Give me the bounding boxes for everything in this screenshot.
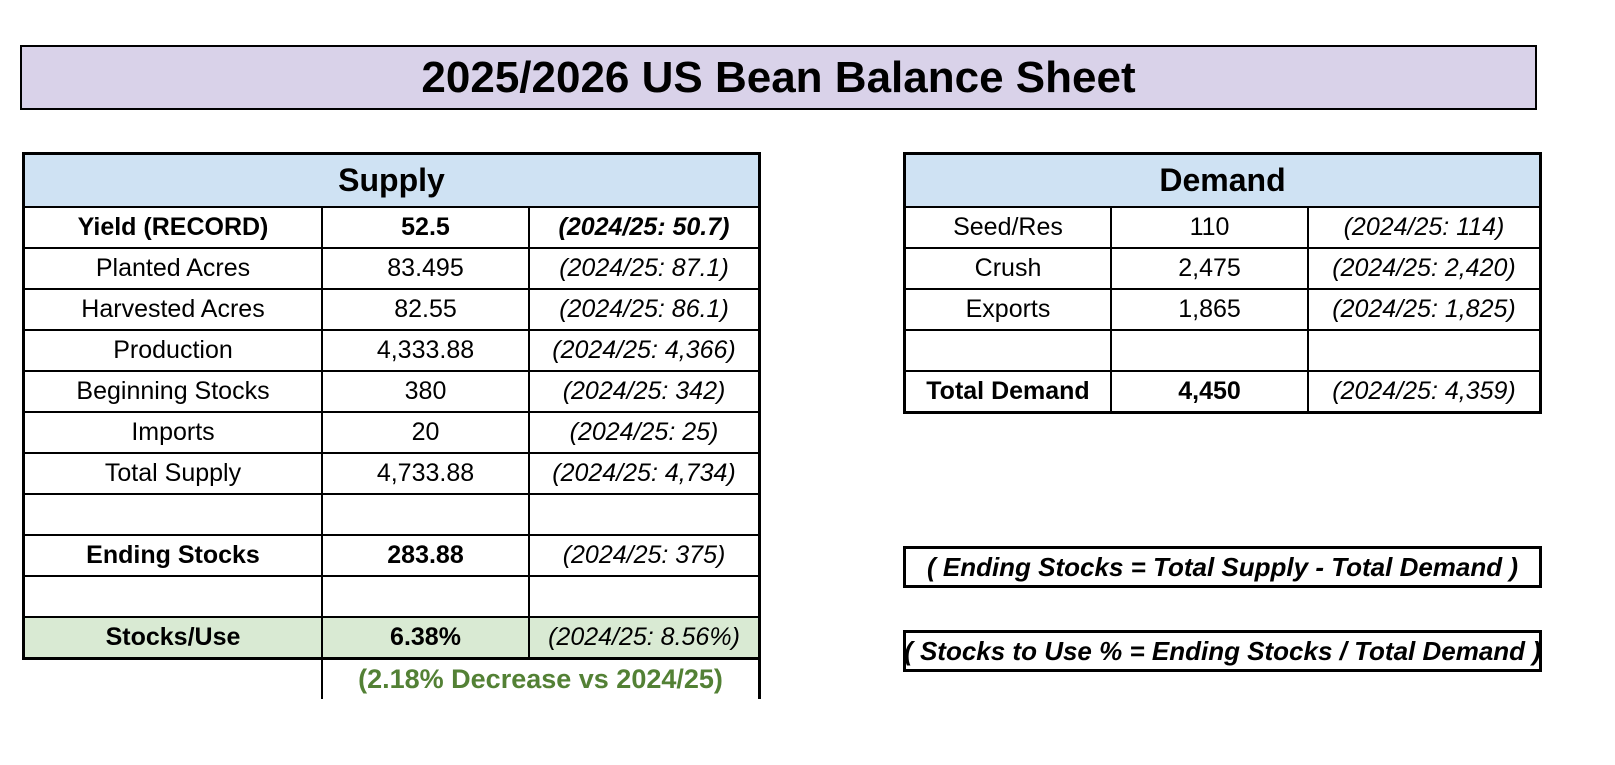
cell-value: 380 <box>321 372 528 411</box>
cell-value: 4,450 <box>1110 372 1307 411</box>
cell-value <box>321 495 528 534</box>
table-row-empty <box>906 331 1539 372</box>
table-row-ending-stocks: Ending Stocks 283.88 (2024/25: 375) <box>25 536 758 577</box>
cell-value: 1,865 <box>1110 290 1307 329</box>
cell-label: Harvested Acres <box>81 295 265 323</box>
cell-value: 20 <box>321 413 528 452</box>
cell-label: Stocks/Use <box>105 623 241 651</box>
table-row-planted-acres: Planted Acres 83.495 (2024/25: 87.1) <box>25 249 758 290</box>
table-row-crush: Crush 2,475 (2024/25: 2,420) <box>906 249 1539 290</box>
formula-stocks-to-use: ( Stocks to Use % = Ending Stocks / Tota… <box>903 630 1542 672</box>
cell-label: Crush <box>974 254 1042 282</box>
cell-value: 82.55 <box>321 290 528 329</box>
table-row-beginning-stocks: Beginning Stocks 380 (2024/25: 342) <box>25 372 758 413</box>
cell-value: 52.5 <box>321 208 528 247</box>
cell-value: 4,733.88 <box>321 454 528 493</box>
cell-label <box>25 495 321 534</box>
cell-label: Ending Stocks <box>86 541 260 569</box>
demand-table: Demand Seed/Res 110 (2024/25: 114) Crush… <box>903 152 1542 414</box>
table-row-empty <box>25 495 758 536</box>
cell-value: 2,475 <box>1110 249 1307 288</box>
table-row-production: Production 4,333.88 (2024/25: 4,366) <box>25 331 758 372</box>
cell-prior: (2024/25: 4,359) <box>1307 372 1539 411</box>
demand-header: Demand <box>906 155 1539 208</box>
cell-prior: (2024/25: 8.56%) <box>528 618 758 657</box>
cell-prior <box>1307 331 1539 370</box>
table-row-yield: Yield (RECORD) 52.5 (2024/25: 50.7) <box>25 208 758 249</box>
cell-prior: (2024/25: 25) <box>528 413 758 452</box>
cell-prior: (2024/25: 2,420) <box>1307 249 1539 288</box>
cell-prior <box>528 577 758 616</box>
cell-value <box>1110 331 1307 370</box>
cell-label: Production <box>113 336 233 364</box>
table-row-harvested-acres: Harvested Acres 82.55 (2024/25: 86.1) <box>25 290 758 331</box>
cell-label: Yield (RECORD) <box>77 213 269 241</box>
cell-label: Planted Acres <box>95 254 251 282</box>
supply-header: Supply <box>25 155 758 208</box>
table-row-empty <box>25 577 758 618</box>
cell-value: 4,333.88 <box>321 331 528 370</box>
cell-prior: (2024/25: 375) <box>528 536 758 575</box>
cell-label: Beginning Stocks <box>76 377 270 405</box>
cell-label: Total Demand <box>926 377 1090 405</box>
table-row-total-demand: Total Demand 4,450 (2024/25: 4,359) <box>906 372 1539 411</box>
supply-table: Supply Yield (RECORD) 52.5 (2024/25: 50.… <box>22 152 761 660</box>
cell-label: Imports <box>131 418 215 446</box>
cell-value: 83.495 <box>321 249 528 288</box>
cell-value: 110 <box>1110 208 1307 247</box>
sheet-title: 2025/2026 US Bean Balance Sheet <box>20 45 1537 110</box>
cell-prior: (2024/25: 4,366) <box>528 331 758 370</box>
table-row-seed-res: Seed/Res 110 (2024/25: 114) <box>906 208 1539 249</box>
cell-prior: (2024/25: 50.7) <box>528 208 758 247</box>
cell-prior: (2024/25: 86.1) <box>528 290 758 329</box>
cell-prior <box>528 495 758 534</box>
cell-prior: (2024/25: 1,825) <box>1307 290 1539 329</box>
cell-prior: (2024/25: 87.1) <box>528 249 758 288</box>
cell-value: 6.38% <box>321 618 528 657</box>
supply-note: (2.18% Decrease vs 2024/25) <box>321 660 761 699</box>
table-row-exports: Exports 1,865 (2024/25: 1,825) <box>906 290 1539 331</box>
cell-label <box>906 331 1110 370</box>
cell-label: Seed/Res <box>953 213 1063 241</box>
cell-prior: (2024/25: 342) <box>528 372 758 411</box>
formula-ending-stocks: ( Ending Stocks = Total Supply - Total D… <box>903 546 1542 588</box>
table-row-total-supply: Total Supply 4,733.88 (2024/25: 4,734) <box>25 454 758 495</box>
cell-prior: (2024/25: 114) <box>1307 208 1539 247</box>
cell-prior: (2024/25: 4,734) <box>528 454 758 493</box>
sheet-title-text: 2025/2026 US Bean Balance Sheet <box>421 52 1136 102</box>
table-row-stocks-use: Stocks/Use 6.38% (2024/25: 8.56%) <box>25 618 758 657</box>
cell-label <box>25 577 321 616</box>
cell-label: Exports <box>965 295 1051 323</box>
cell-value: 283.88 <box>321 536 528 575</box>
table-row-imports: Imports 20 (2024/25: 25) <box>25 413 758 454</box>
cell-value <box>321 577 528 616</box>
cell-label: Total Supply <box>104 459 242 487</box>
